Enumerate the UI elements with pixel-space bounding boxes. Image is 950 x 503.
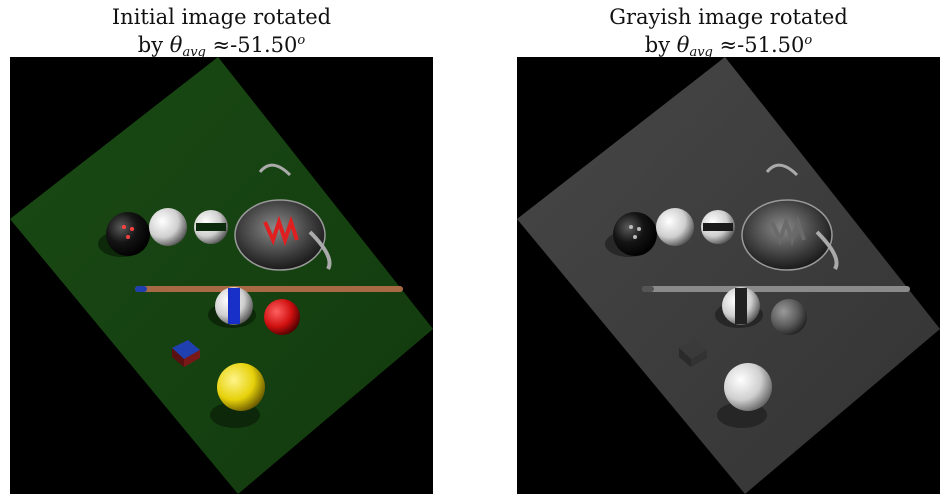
rotated-grayscale-image bbox=[517, 57, 940, 494]
theta-subscript: avg bbox=[689, 45, 713, 60]
black-ball bbox=[613, 212, 657, 256]
white-ball bbox=[149, 208, 187, 246]
white-ball bbox=[656, 208, 694, 246]
right-panel: Grayish image rotated by θavg ≈-51.50o bbox=[517, 0, 940, 503]
left-title-line2: by θavg ≈-51.50o bbox=[137, 33, 306, 60]
chalk-cube bbox=[172, 340, 200, 359]
yellow-ball bbox=[217, 363, 265, 411]
right-title-line2: by θavg ≈-51.50o bbox=[644, 33, 813, 60]
chalk-cube bbox=[679, 340, 707, 359]
theta-symbol: θ bbox=[676, 33, 690, 57]
degree-superscript: o bbox=[297, 33, 306, 48]
angle-value: -51.50 bbox=[230, 33, 298, 57]
left-panel: Initial image rotated by θavg ≈-51.50o bbox=[10, 0, 433, 503]
table-felt bbox=[10, 57, 433, 494]
left-image-frame bbox=[10, 57, 433, 494]
degree-superscript: o bbox=[804, 33, 813, 48]
angle-value: -51.50 bbox=[737, 33, 805, 57]
red-ball bbox=[264, 299, 300, 335]
theta-subscript: avg bbox=[182, 45, 206, 60]
cue-stick bbox=[642, 286, 910, 292]
rotated-color-image bbox=[10, 57, 433, 494]
table-surface-gray bbox=[517, 57, 940, 494]
right-title-line1: Grayish image rotated bbox=[609, 5, 848, 29]
cue-stick bbox=[135, 286, 403, 292]
light-ball bbox=[724, 363, 772, 411]
right-image-frame bbox=[517, 57, 940, 494]
left-title-line1: Initial image rotated bbox=[111, 5, 332, 29]
gray-ball bbox=[771, 299, 807, 335]
black-ball bbox=[106, 212, 150, 256]
teapot bbox=[741, 163, 839, 271]
theta-symbol: θ bbox=[169, 33, 183, 57]
teapot bbox=[234, 163, 332, 271]
right-panel-title: Grayish image rotated by θavg ≈-51.50o bbox=[517, 6, 940, 64]
left-panel-title: Initial image rotated by θavg ≈-51.50o bbox=[10, 6, 433, 64]
